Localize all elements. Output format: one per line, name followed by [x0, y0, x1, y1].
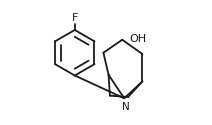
- Text: OH: OH: [129, 34, 146, 44]
- Text: N: N: [122, 102, 130, 112]
- Text: F: F: [72, 13, 78, 23]
